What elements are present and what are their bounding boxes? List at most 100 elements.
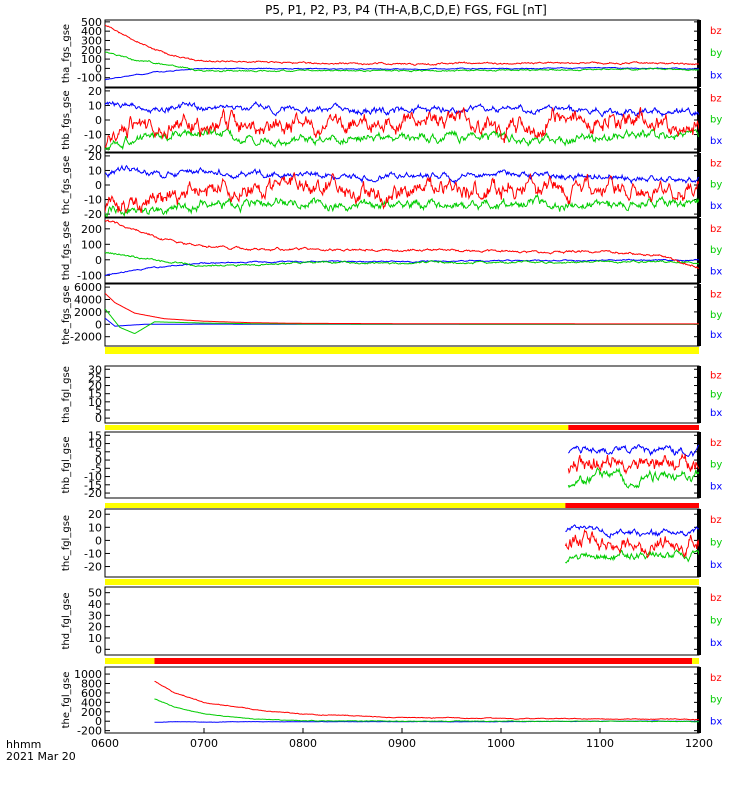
y-axis-label: the_fgs_gse <box>61 285 72 344</box>
x-tick-label: 0900 <box>388 737 416 750</box>
flag-segment-yellow <box>105 425 569 430</box>
legend-by: by <box>710 310 722 321</box>
chart-title: P5, P1, P2, P3, P4 (TH-A,B,C,D,E) FGS, F… <box>265 3 547 17</box>
y-axis-label: the_fgl_gse <box>61 672 72 729</box>
flag-bars <box>105 347 699 664</box>
y-axis-label: thd_fgl_gse <box>61 593 72 650</box>
legend-by: by <box>710 616 722 627</box>
series-bz <box>154 680 699 721</box>
x-tick-label: 1100 <box>586 737 614 750</box>
series-group <box>105 219 699 277</box>
y-tick-label: 20 <box>88 85 102 98</box>
legend-bx: bx <box>710 330 722 341</box>
series-by <box>105 251 699 268</box>
flag-bar-1 <box>105 425 699 430</box>
y-tick-label: 30 <box>88 609 102 622</box>
flag-segment-red <box>565 503 699 508</box>
series-by <box>565 548 699 564</box>
series-group <box>564 524 699 564</box>
series-group <box>105 100 699 152</box>
y-axis-label: thc_fgl_gse <box>61 515 72 571</box>
series-bx <box>105 66 699 81</box>
y-tick-label: 0 <box>95 318 102 331</box>
series-bz <box>105 219 699 269</box>
x-tick-label: 0600 <box>91 737 119 750</box>
y-tick-label: 0 <box>95 454 102 467</box>
legend-bz: bz <box>710 515 722 526</box>
y-tick-label: 0 <box>95 412 102 425</box>
y-tick-label: 500 <box>81 16 102 29</box>
legend-bz: bz <box>710 673 722 684</box>
y-tick-label: 400 <box>81 696 102 709</box>
legend-bz: bz <box>710 289 722 300</box>
series-group <box>105 24 699 81</box>
y-tick-label: 300 <box>81 34 102 47</box>
y-axis-label: thb_fgl_gse <box>61 437 72 494</box>
y-tick-label: 20 <box>88 380 102 393</box>
panel-frame <box>104 19 700 88</box>
flag-segment-yellow <box>105 579 699 585</box>
y-tick-label: 30 <box>88 363 102 376</box>
y-tick-label: 5 <box>95 446 102 459</box>
series-bx <box>105 164 699 185</box>
y-tick-label: 0 <box>95 715 102 728</box>
y-tick-label: 10 <box>88 521 102 534</box>
flag-segment-yellow <box>692 658 699 664</box>
legend-by: by <box>710 48 722 59</box>
y-tick-label: 5 <box>95 404 102 417</box>
y-tick-label: 800 <box>81 678 102 691</box>
y-tick-label: -200 <box>77 725 102 738</box>
legend-bz: bz <box>710 224 722 235</box>
legend-by: by <box>710 538 722 549</box>
y-tick-label: 0 <box>95 179 102 192</box>
x-axis-date: 2021 Mar 20 <box>6 750 76 763</box>
y-tick-label: 25 <box>88 371 102 384</box>
y-tick-label: 40 <box>88 598 102 611</box>
legend-by: by <box>710 460 722 471</box>
series-group <box>105 292 699 334</box>
y-tick-label: -10 <box>84 547 102 560</box>
y-tick-label: 20 <box>88 150 102 163</box>
y-tick-label: -20 <box>84 208 102 221</box>
y-tick-label: 20 <box>88 508 102 521</box>
flag-bar-2 <box>105 503 699 508</box>
y-tick-label: 10 <box>88 438 102 451</box>
y-tick-label: 10 <box>88 164 102 177</box>
flag-segment-yellow <box>105 658 155 664</box>
legend-bx: bx <box>710 716 722 727</box>
flag-segment-red <box>568 425 699 430</box>
series-bz <box>105 106 699 149</box>
series-bz <box>105 292 699 325</box>
y-tick-label: 0 <box>95 643 102 656</box>
y-tick-label: 200 <box>81 223 102 236</box>
x-tick-label: 1000 <box>487 737 515 750</box>
series-bz <box>105 24 699 66</box>
y-tick-label: 100 <box>81 53 102 66</box>
series-group <box>105 164 699 217</box>
series-group <box>567 444 699 489</box>
legend-bz: bz <box>710 94 722 105</box>
legend-bz: bz <box>710 371 722 382</box>
y-tick-label: -20 <box>84 561 102 574</box>
legend-bz: bz <box>710 438 722 449</box>
series-bx <box>565 524 699 539</box>
legend-bz: bz <box>710 593 722 604</box>
legend-by: by <box>710 695 722 706</box>
series-by <box>154 698 699 723</box>
y-axis-label: tha_fgs_gse <box>61 24 72 83</box>
panel-3: -100 0 100 200 thd_fgs_gse bz by bx <box>61 217 722 284</box>
right-edge-marker <box>697 20 701 87</box>
y-tick-label: 6000 <box>74 281 102 294</box>
legend-by: by <box>710 180 722 191</box>
y-tick-label: -2000 <box>70 331 102 344</box>
y-tick-label: -100 <box>77 269 102 282</box>
series-by <box>105 51 699 73</box>
y-tick-label: -20 <box>84 487 102 500</box>
y-tick-label: 1000 <box>74 668 102 681</box>
